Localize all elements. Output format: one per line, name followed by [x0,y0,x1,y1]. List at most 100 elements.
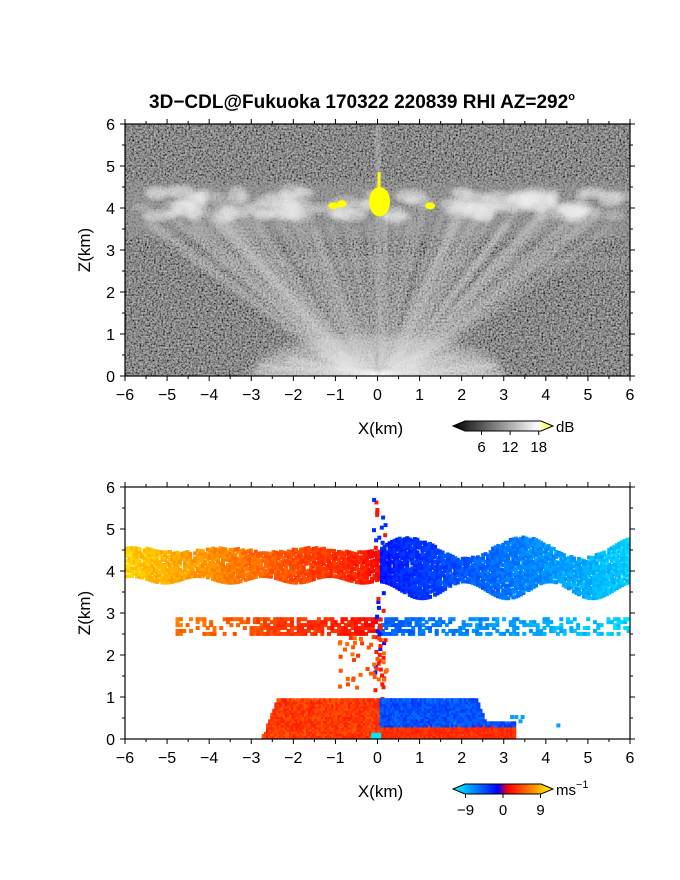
velocity-cell [534,548,539,553]
velocity-cell [190,566,195,571]
velocity-cell [574,578,579,583]
velocity-cell [609,631,614,636]
velocity-cell [300,631,305,636]
velocity-cell [294,570,299,575]
velocity-cell [241,576,246,581]
velocity-cell [297,708,302,713]
velocity-cell [223,555,228,560]
velocity-cell [406,731,411,736]
velocity-cell [506,553,511,558]
velocity-cell [385,563,390,568]
velocity-cell [410,573,415,578]
velocity-cell [320,710,325,715]
velocity-cell [434,628,439,633]
velocity-cell [329,721,334,726]
velocity-cell [461,626,466,631]
velocity-cell [470,573,475,578]
velocity-cell [233,565,238,570]
velocity-cell [305,698,310,703]
velocity-cell [383,725,388,730]
velocity-cell [321,571,326,576]
velocity-cell [516,563,521,568]
velocity-cell [508,578,513,583]
velocity-cell [612,587,617,592]
velocity-cell [175,560,180,565]
velocity-cell [383,533,388,538]
velocity-cell [308,717,313,722]
velocity-cell [352,733,357,738]
velocity-cell [348,706,353,711]
velocity-cell [289,729,294,734]
velocity-cell [312,708,317,713]
velocity-cell [574,568,579,573]
velocity-cell [448,561,453,566]
velocity-cell [587,560,592,565]
velocity-cell [333,704,338,709]
velocity-cell [280,715,285,720]
velocity-cell [411,715,416,720]
velocity-cell [602,583,607,588]
velocity-cell [599,576,604,581]
velocity-cell [248,576,253,581]
velocity-cell [433,585,438,590]
velocity-cell [155,567,160,572]
velocity-cell [561,558,566,563]
velocity-cell [597,590,602,595]
velocity-cell [455,731,460,736]
velocity-cell [309,555,314,560]
velocity-cell [599,559,604,564]
velocity-cell [411,698,416,703]
velocity-cell [265,729,270,734]
velocity-cell [402,590,407,595]
velocity-cell [308,702,313,707]
velocity-cell [339,729,344,734]
velocity-cell [419,723,424,728]
velocity-cell [417,568,422,573]
velocity-cell [130,551,135,556]
velocity-cell [271,565,276,570]
velocity-cell [392,576,397,581]
velocity-cell [430,731,435,736]
velocity-cell [335,725,340,730]
velocity-cell [387,546,392,551]
velocity-cell [404,617,409,622]
velocity-cell [612,567,617,572]
velocity-cell [417,626,422,631]
velocity-cell [178,617,183,622]
velocity-cell [282,704,287,709]
velocity-cell [387,563,392,568]
velocity-cell [516,550,521,555]
velocity-cell [226,555,230,560]
velocity-cell [364,698,369,703]
velocity-cell [627,567,630,572]
velocity-cell [534,545,539,550]
velocity-cell [162,568,167,573]
velocity-cell [614,563,619,568]
velocity-cell [253,562,258,567]
velocity-cell [375,729,380,734]
velocity-cell [299,700,304,705]
velocity-cell [406,729,411,734]
velocity-cell [451,700,456,705]
velocity-cell [318,736,323,739]
velocity-cell [546,571,551,576]
velocity-cell [415,578,420,583]
velocity-cell [428,733,432,738]
velocity-cell [395,570,400,575]
velocity-cell [561,560,566,565]
velocity-cell [586,631,591,636]
velocity-cell [327,702,331,707]
velocity-cell [392,712,397,717]
velocity-cell [334,569,339,574]
velocity-cell [322,723,327,728]
velocity-cell [562,628,567,633]
velocity-cell [188,552,193,557]
velocity-cell [430,578,435,583]
velocity-cell [491,579,496,584]
velocity-cell [311,546,316,551]
velocity-cell [417,700,422,705]
velocity-cell [252,617,257,622]
velocity-cell [450,579,455,584]
velocity-cell [256,617,261,622]
velocity-cell [404,717,409,722]
